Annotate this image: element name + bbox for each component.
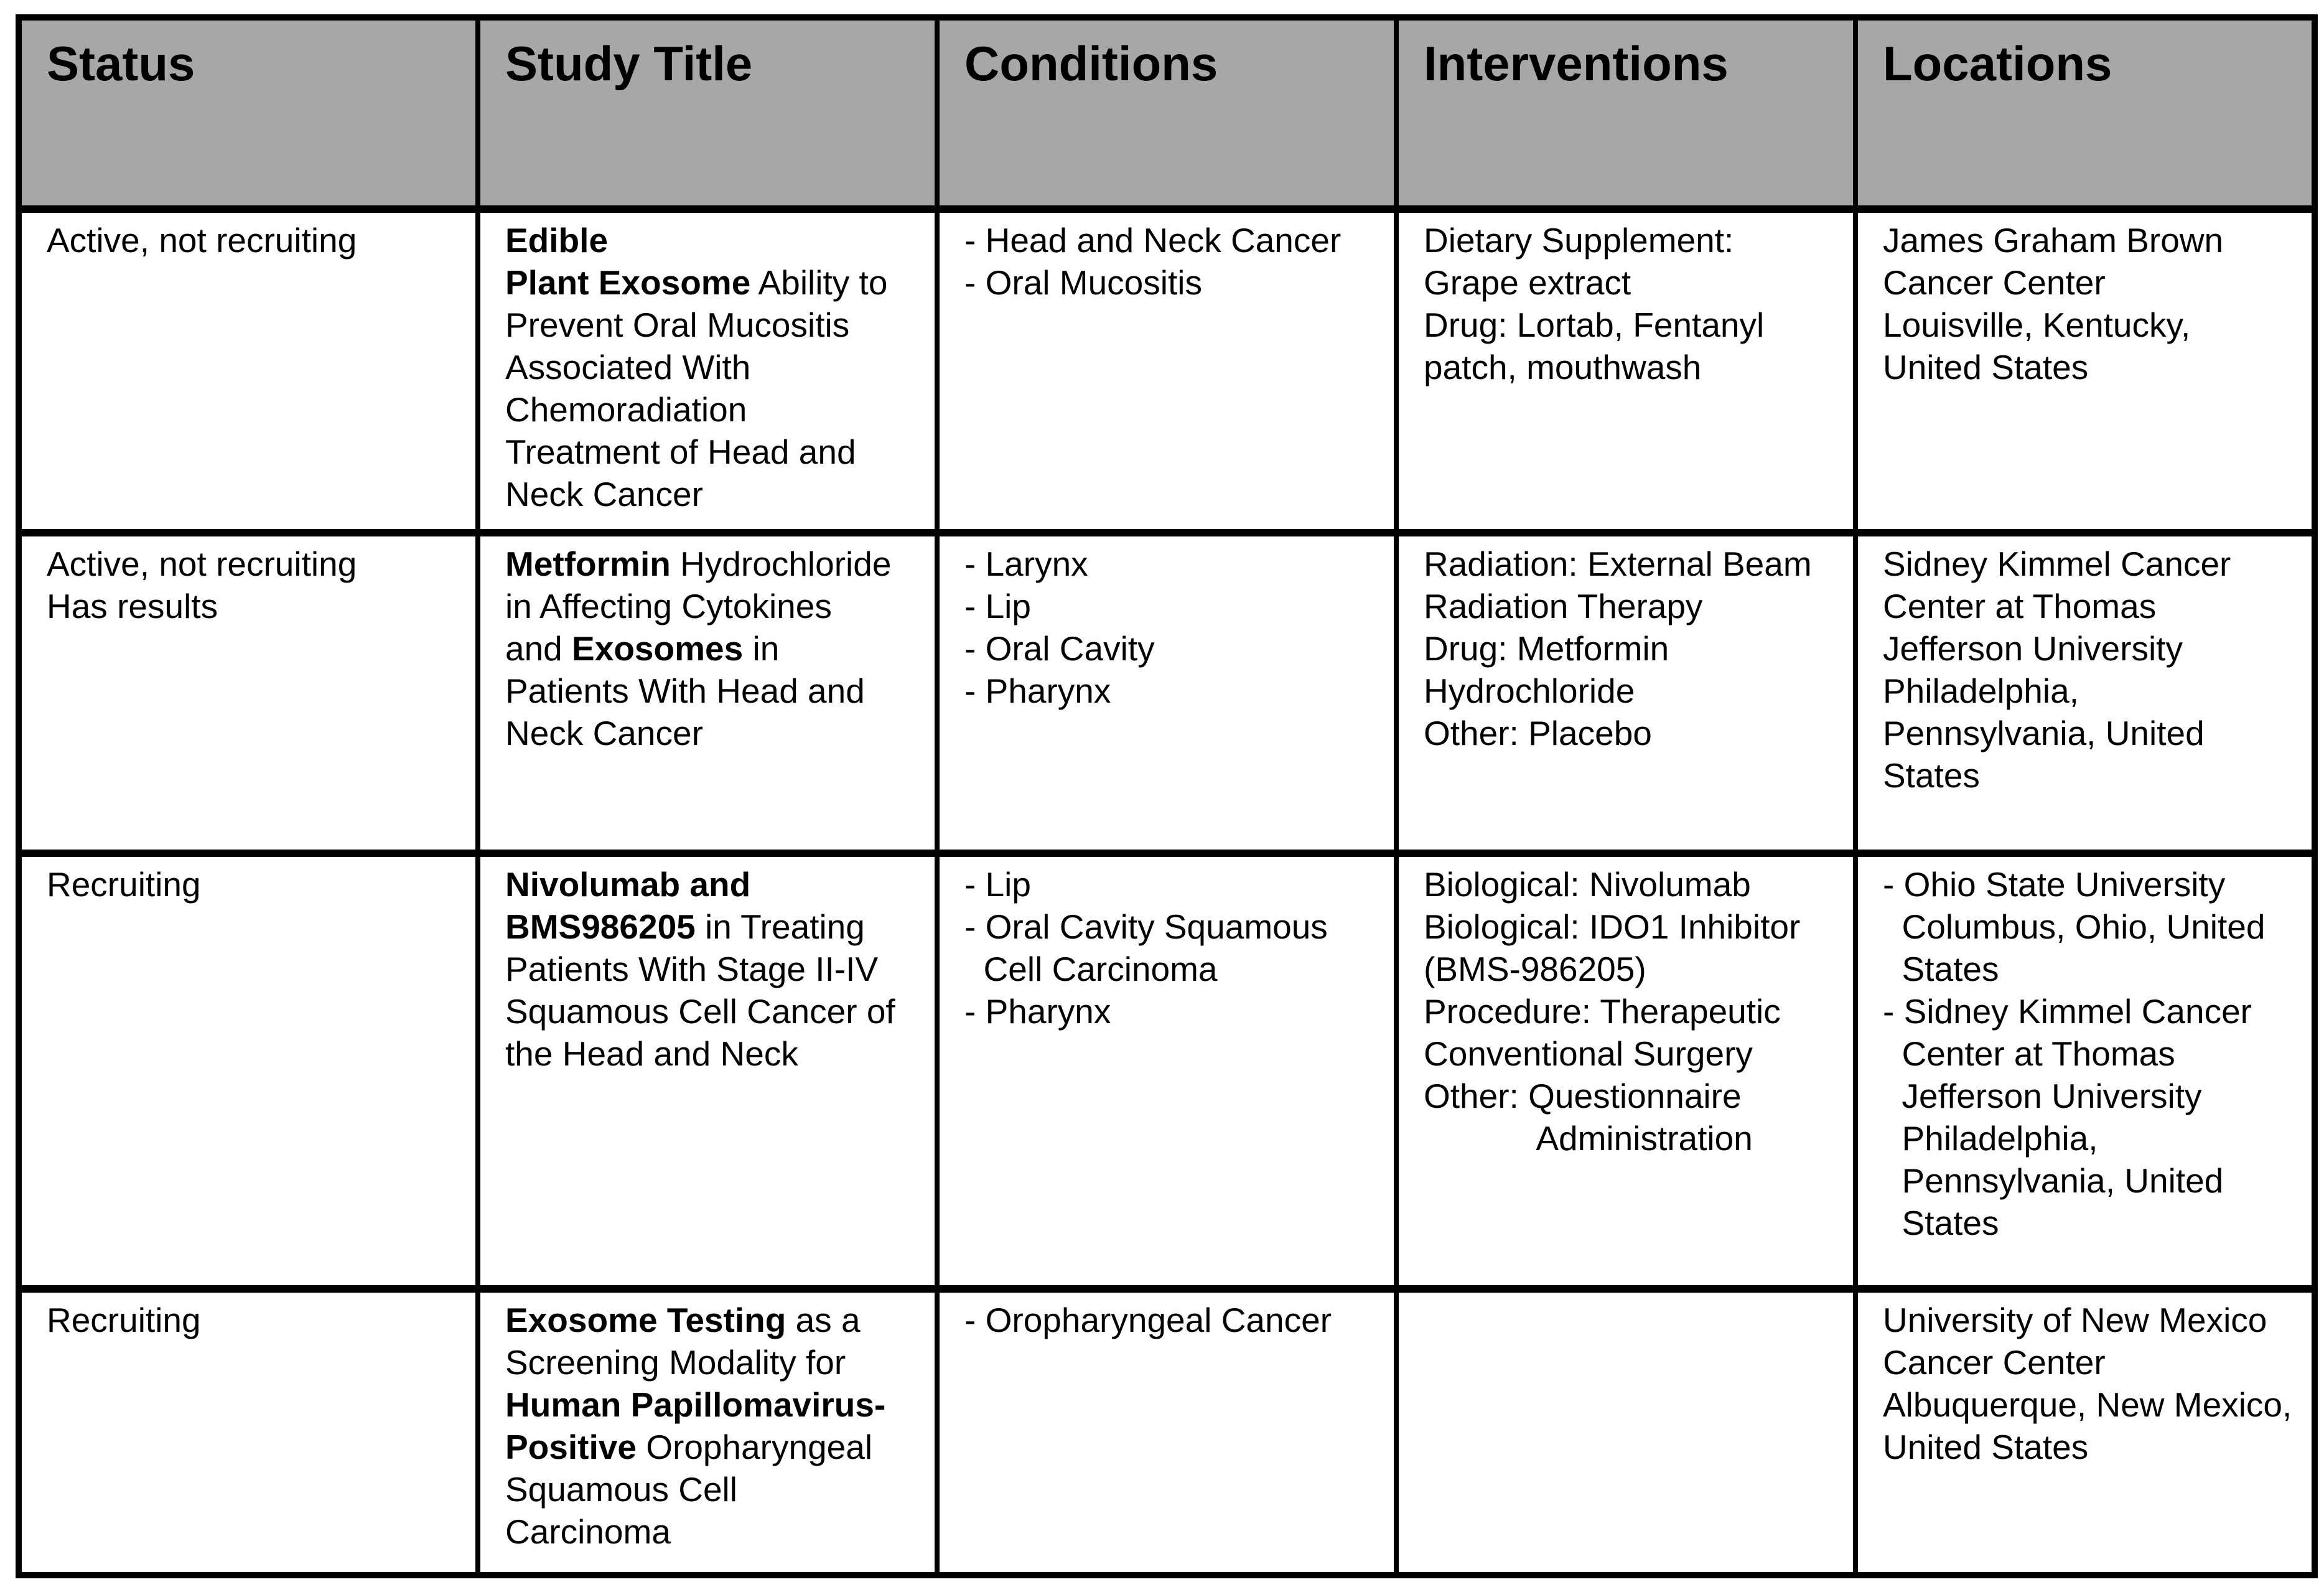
- row1-interventions-cell: Dietary Supplement: Grape extract Drug: …: [1394, 205, 1858, 535]
- row2-conditions-cell: - Larynx - Lip - Oral Cavity - Pharynx: [935, 529, 1399, 856]
- column-header-study-title: Study Title: [475, 15, 940, 213]
- row3-interventions-cell: Biological: Nivolumab Biological: IDO1 I…: [1394, 850, 1858, 1291]
- row4-locations-cell: University of New Mexico Cancer Center A…: [1853, 1285, 2317, 1578]
- row1-status-cell: Active, not recruiting: [16, 205, 480, 535]
- row3-study-title-cell: Nivolumab and BMS986205 in Treating Pati…: [475, 850, 940, 1291]
- row4-conditions-cell: - Oropharyngeal Cancer: [935, 1285, 1399, 1578]
- table-row: Active, not recruiting Has results Metfo…: [16, 529, 2317, 856]
- row3-locations-cell: - Ohio State University Columbus, Ohio, …: [1853, 850, 2317, 1291]
- table-row: Active, not recruiting Edible Plant Exos…: [16, 205, 2317, 535]
- row3-conditions-cell: - Lip - Oral Cavity Squamous Cell Carcin…: [935, 850, 1399, 1291]
- row1-conditions-cell: - Head and Neck Cancer - Oral Mucositis: [935, 205, 1399, 535]
- row3-status-cell: Recruiting: [16, 850, 480, 1291]
- column-header-locations: Locations: [1853, 15, 2317, 213]
- table-row: Recruiting Nivolumab and BMS986205 in Tr…: [16, 850, 2317, 1291]
- table-row: Recruiting Exosome Testing as a Screenin…: [16, 1285, 2317, 1578]
- row2-locations-cell: Sidney Kimmel Cancer Center at Thomas Je…: [1853, 529, 2317, 856]
- row1-locations-cell: James Graham Brown Cancer Center Louisvi…: [1853, 205, 2317, 535]
- column-header-conditions: Conditions: [935, 15, 1399, 213]
- column-header-status: Status: [16, 15, 480, 213]
- column-header-interventions: Interventions: [1394, 15, 1858, 213]
- row2-status-cell: Active, not recruiting Has results: [16, 529, 480, 856]
- header-row: Status Study Title Conditions Interventi…: [16, 15, 2317, 213]
- row4-study-title-cell: Exosome Testing as a Screening Modality …: [475, 1285, 940, 1578]
- clinical-trials-table: Status Study Title Conditions Interventi…: [16, 14, 2318, 1578]
- row2-interventions-cell: Radiation: External Beam Radiation Thera…: [1394, 529, 1858, 856]
- row4-interventions-cell: [1394, 1285, 1858, 1578]
- row2-study-title-cell: Metformin Hydrochloride in Affecting Cyt…: [475, 529, 940, 856]
- row1-study-title-cell: Edible Plant Exosome Ability to Prevent …: [475, 205, 940, 535]
- row4-status-cell: Recruiting: [16, 1285, 480, 1578]
